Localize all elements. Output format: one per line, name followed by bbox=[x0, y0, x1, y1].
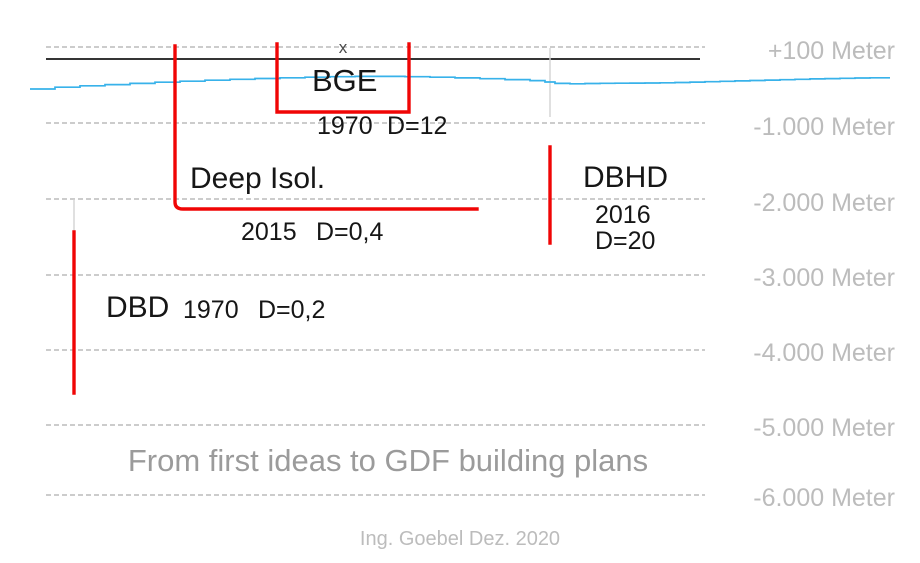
svg-text:x: x bbox=[339, 38, 348, 57]
